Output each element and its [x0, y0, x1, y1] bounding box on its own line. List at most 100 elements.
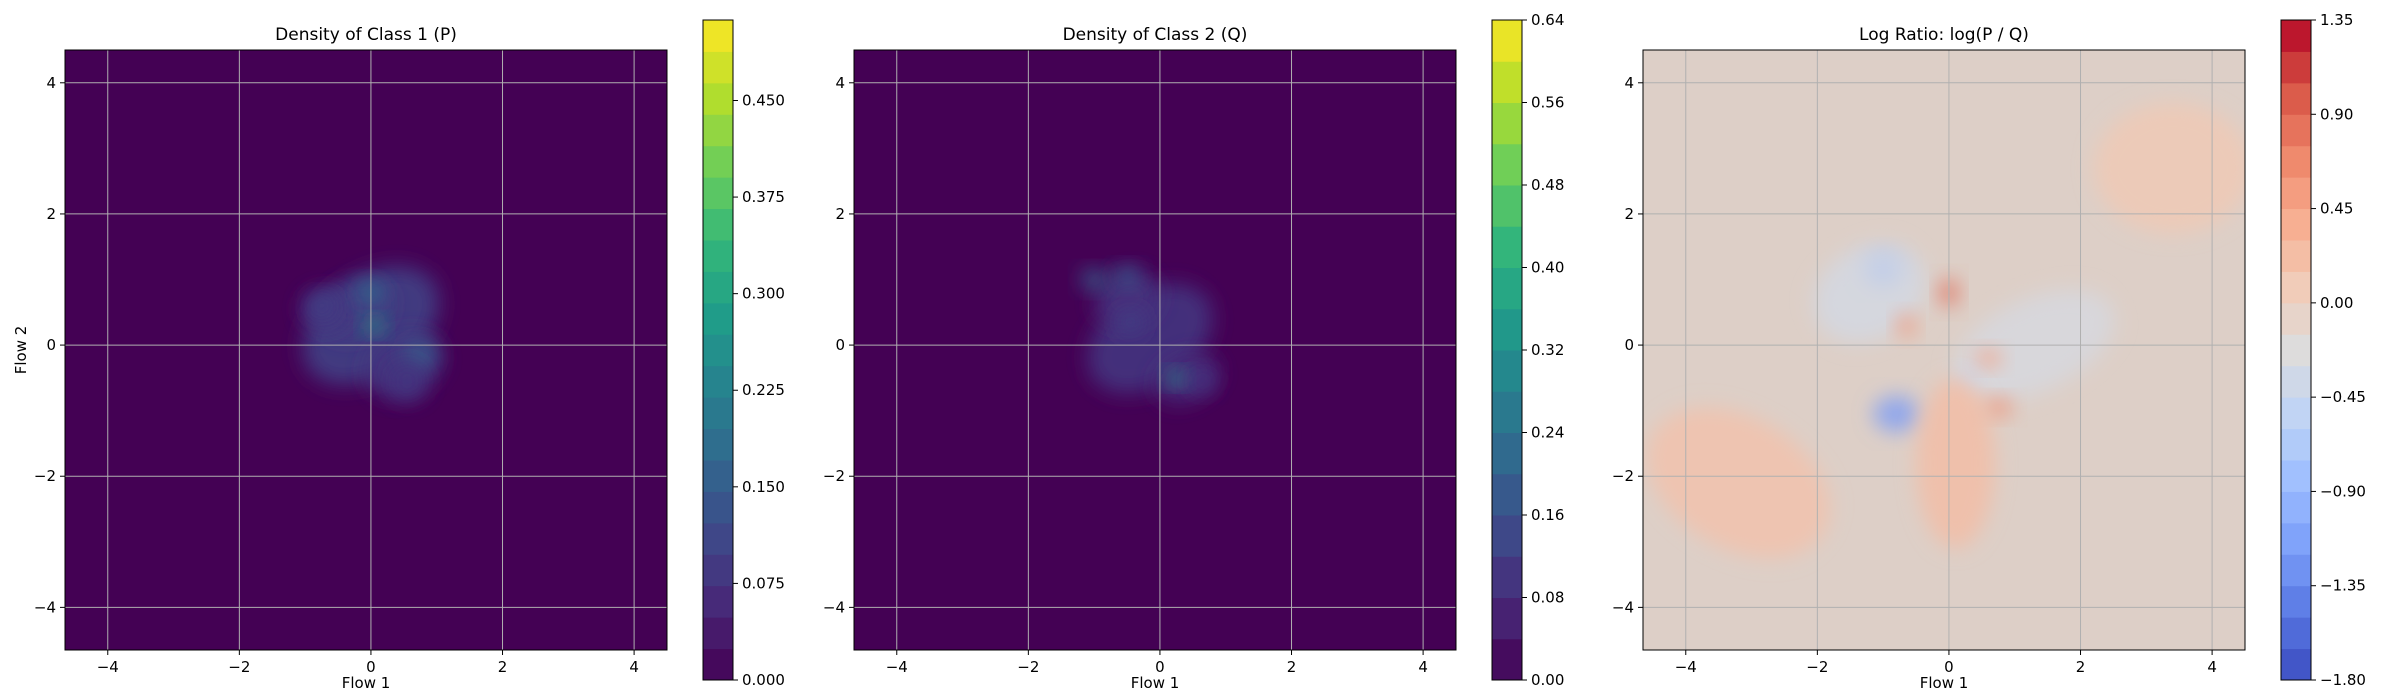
x-tick-label: 2: [2076, 658, 2086, 676]
x-tick-label: 4: [629, 658, 639, 676]
density-blob: [1873, 395, 1920, 433]
x-tick-label: 2: [1287, 658, 1297, 676]
colorbar-level: [1492, 143, 1522, 186]
density-blob: [1983, 397, 2013, 418]
y-tick-label: −4: [823, 598, 845, 616]
density-blob: [387, 361, 427, 401]
y-tick-label: 4: [835, 74, 845, 92]
x-axis-ticks: −4 −2 0 2 4: [886, 650, 1428, 676]
y-tick-label: −2: [34, 467, 56, 485]
density-blob: [308, 293, 335, 318]
colorbar-level: [703, 302, 733, 335]
colorbar-level: [1492, 473, 1522, 516]
colorbar-tick-label: 0.16: [1531, 506, 1564, 524]
x-tick-label: 0: [366, 658, 376, 676]
x-tick-label: 4: [1418, 658, 1428, 676]
x-tick-label: −4: [1675, 658, 1697, 676]
density-blob: [1080, 269, 1108, 291]
density-blob: [1896, 313, 1917, 338]
colorbar-level: [1492, 20, 1522, 62]
x-tick-label: 2: [498, 658, 508, 676]
y-tick-label: 2: [835, 205, 845, 223]
colorbar-level: [1492, 515, 1522, 557]
colorbar-level: [2281, 397, 2311, 430]
colorbar-tick-label: 0.000: [742, 671, 785, 689]
colorbar: 0.000 0.075 0.150 0.225 0.300 0.375 0.450: [702, 19, 785, 689]
colorbar-tick-label: 0.300: [742, 285, 785, 303]
colorbar-level: [703, 460, 733, 492]
y-tick-label: −2: [823, 467, 845, 485]
colorbar-tick-label: 0.45: [2320, 200, 2353, 218]
colorbar: −1.80 −1.35 −0.90 −0.45 0.00 0.45 0.90 1.35: [2280, 11, 2366, 689]
colorbar-level: [2281, 240, 2311, 272]
colorbar-level: [2281, 208, 2311, 241]
colorbar-tick-label: 0.075: [742, 574, 785, 592]
x-tick-label: −4: [97, 658, 119, 676]
colorbar-level: [2281, 491, 2311, 524]
colorbar-level: [703, 617, 733, 650]
y-tick-label: 2: [1624, 205, 1634, 223]
colorbar-tick-label: 0.150: [742, 478, 785, 496]
colorbar-level: [703, 334, 733, 367]
colorbar-tick-label: 0.90: [2320, 105, 2353, 123]
colorbar-level: [2281, 365, 2311, 398]
y-tick-label: −4: [1612, 598, 1634, 616]
colorbar-level: [703, 114, 733, 147]
colorbar-tick-label: 1.35: [2320, 11, 2353, 29]
y-tick-label: 4: [46, 74, 56, 92]
colorbar-level: [1492, 391, 1522, 433]
colorbar-level: [703, 648, 733, 681]
colorbar-tick-label: 0.08: [1531, 589, 1564, 607]
plot-frame: [853, 49, 1457, 651]
colorbar-level: [703, 240, 733, 272]
colorbar-level: [703, 20, 733, 52]
colorbar-tick-label: 0.64: [1531, 11, 1564, 29]
colorbar-level: [1492, 432, 1522, 475]
chart-title: Log Ratio: log(P / Q): [1859, 25, 2029, 45]
x-axis-label: Flow 1: [1920, 674, 1969, 692]
colorbar-level: [1492, 638, 1522, 681]
x-axis-label: Flow 1: [1131, 674, 1180, 692]
grid-lines: [65, 50, 667, 650]
colorbar-frame: [2280, 19, 2312, 681]
y-tick-label: −2: [1612, 467, 1634, 485]
colorbar-level: [1492, 308, 1522, 351]
x-tick-label: −4: [886, 658, 908, 676]
colorbar-tick-label: 0.225: [742, 381, 785, 399]
colorbar-level: [2281, 177, 2311, 210]
colorbar-tick-label: −1.80: [2320, 671, 2366, 689]
y-axis-ticks: −4 −2 0 2 4: [1612, 74, 1643, 616]
grid-lines: [1643, 50, 2245, 650]
colorbar-level: [2281, 302, 2311, 335]
colorbar-tick-label: −0.90: [2320, 482, 2366, 500]
density-blob: [1189, 369, 1216, 393]
colorbar-level: [2281, 554, 2311, 587]
x-tick-label: 0: [1155, 658, 1165, 676]
density-blob: [363, 317, 385, 334]
colorbar-level: [703, 208, 733, 241]
density-blob: [1113, 265, 1141, 287]
colorbar-level: [2281, 617, 2311, 650]
y-tick-label: 2: [46, 205, 56, 223]
colorbar-tick-label: 0.32: [1531, 341, 1564, 359]
colorbar-level: [703, 554, 733, 587]
colorbar: 0.00 0.08 0.16 0.24 0.32 0.40 0.48 0.56 0.64: [1491, 11, 1564, 689]
colorbar-tick-label: −1.35: [2320, 577, 2366, 595]
plot-frame: [64, 49, 668, 651]
colorbar-tick-label: 0.24: [1531, 424, 1564, 442]
colorbar-level: [703, 522, 733, 555]
x-axis-ticks: −4 −2 0 2 4: [1675, 650, 2217, 676]
colorbar-tick-label: 0.00: [1531, 671, 1564, 689]
y-tick-label: 0: [46, 336, 56, 354]
y-tick-label: 0: [1624, 336, 1634, 354]
density-blob: [1117, 310, 1144, 334]
x-axis-ticks: −4 −2 0 2 4: [97, 650, 639, 676]
colorbar-level: [2281, 145, 2311, 178]
colorbar-tick-label: −0.45: [2320, 388, 2366, 406]
colorbar-level: [2281, 82, 2311, 115]
colorbar-level: [1492, 185, 1522, 227]
colorbar-level: [1492, 102, 1522, 145]
y-tick-label: 4: [1624, 74, 1634, 92]
colorbar-level: [1492, 226, 1522, 268]
x-tick-label: −2: [1017, 658, 1039, 676]
